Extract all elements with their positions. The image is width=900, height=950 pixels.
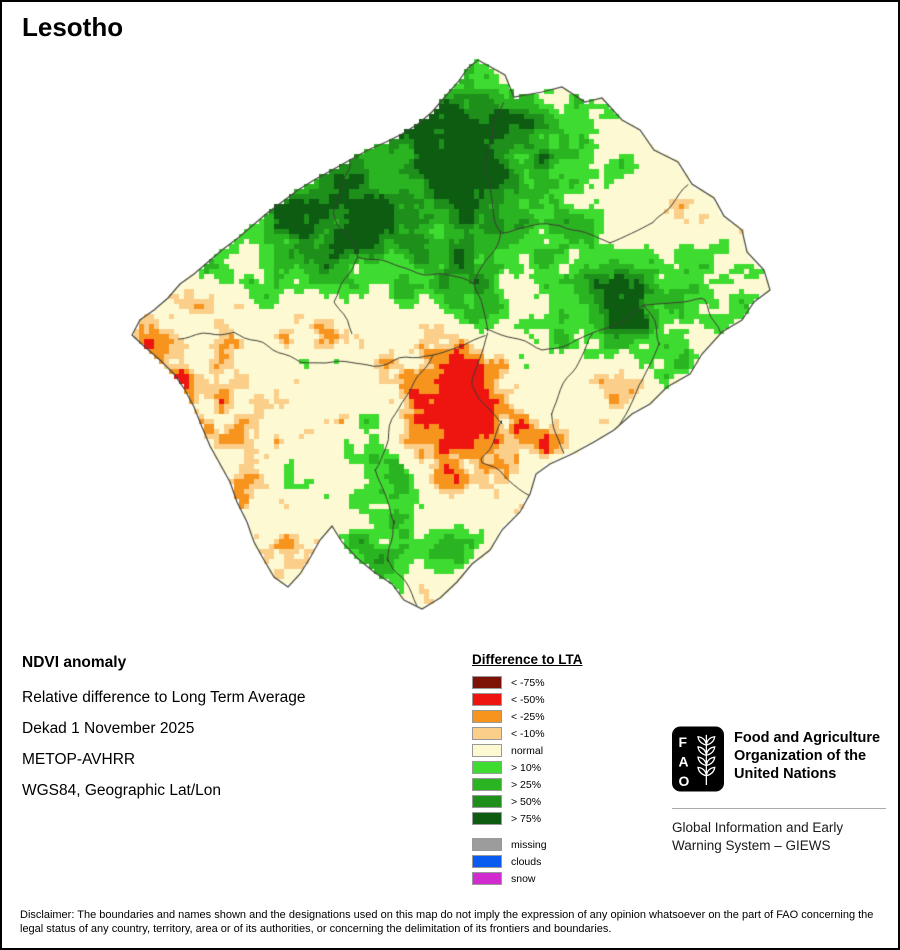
legend-label: < -75% — [511, 676, 545, 689]
fao-divider — [672, 808, 886, 809]
legend-label: clouds — [511, 855, 542, 868]
legend-extra-rows: missing clouds snow — [472, 838, 583, 885]
legend-swatch — [472, 872, 502, 885]
legend-swatch — [472, 710, 502, 723]
legend-row: > 75% — [472, 812, 583, 825]
legend-label: > 10% — [511, 761, 542, 774]
giews-line: Warning System – GIEWS — [672, 838, 831, 853]
legend-label: < -50% — [511, 693, 545, 706]
legend-row: > 25% — [472, 778, 583, 791]
legend-row: snow — [472, 872, 583, 885]
disclaimer-text: Disclaimer: The boundaries and names sho… — [20, 909, 874, 935]
legend-row: < -50% — [472, 693, 583, 706]
legend-label: > 50% — [511, 795, 542, 808]
legend-label: < -25% — [511, 710, 545, 723]
legend-label: snow — [511, 872, 536, 885]
info-line-sensor: METOP-AVHRR — [22, 751, 136, 768]
legend-swatch — [472, 778, 502, 791]
legend-label: normal — [511, 744, 544, 757]
legend-swatch — [472, 838, 502, 851]
legend-label: > 25% — [511, 778, 542, 791]
fao-logo-row: F A O Food and Agriculture Organizati — [672, 726, 886, 792]
legend-row: clouds — [472, 855, 583, 868]
legend-swatch — [472, 761, 502, 774]
legend-swatch — [472, 855, 502, 868]
legend-label: > 75% — [511, 812, 542, 825]
fao-org-name: Food and Agriculture Organization of the… — [734, 726, 880, 783]
legend-heading: Difference to LTA — [472, 652, 583, 667]
svg-text:O: O — [679, 773, 690, 789]
map-info-block: NDVI anomaly Relative difference to Long… — [22, 654, 306, 813]
legend-swatch — [472, 727, 502, 740]
legend-row: > 50% — [472, 795, 583, 808]
legend-row: missing — [472, 838, 583, 851]
info-line-dekad: Dekad 1 November 2025 — [22, 720, 195, 737]
legend-label: < -10% — [511, 727, 545, 740]
page-title: Lesotho — [22, 12, 124, 42]
fao-org-line: Organization of the — [734, 748, 867, 764]
svg-text:F: F — [679, 734, 688, 750]
legend-swatch — [472, 693, 502, 706]
fao-org-line: United Nations — [734, 766, 837, 782]
fao-block: F A O Food and Agriculture Organizati — [672, 726, 886, 855]
svg-text:A: A — [679, 753, 689, 769]
legend-row: normal — [472, 744, 583, 757]
fao-org-line: Food and Agriculture — [734, 730, 881, 746]
legend-row: < -10% — [472, 727, 583, 740]
legend-row: > 10% — [472, 761, 583, 774]
legend-swatch — [472, 795, 502, 808]
giews-line: Global Information and Early — [672, 820, 844, 835]
legend-swatch — [472, 744, 502, 757]
legend-row: < -75% — [472, 676, 583, 689]
legend: Difference to LTA < -75% < -50% < -25% <… — [472, 652, 583, 889]
legend-swatch — [472, 676, 502, 689]
info-line-projection: WGS84, Geographic Lat/Lon — [22, 782, 222, 799]
legend-label: missing — [511, 838, 547, 851]
legend-class-rows: < -75% < -50% < -25% < -10% normal > 10% — [472, 676, 583, 825]
fao-logo-icon: F A O — [672, 726, 724, 792]
info-heading: NDVI anomaly — [22, 654, 127, 671]
giews-name: Global Information and Early Warning Sys… — [672, 819, 886, 855]
ndvi-map-canvas — [2, 2, 898, 634]
legend-swatch — [472, 812, 502, 825]
legend-row: < -25% — [472, 710, 583, 723]
info-line-description: Relative difference to Long Term Average — [22, 689, 306, 706]
